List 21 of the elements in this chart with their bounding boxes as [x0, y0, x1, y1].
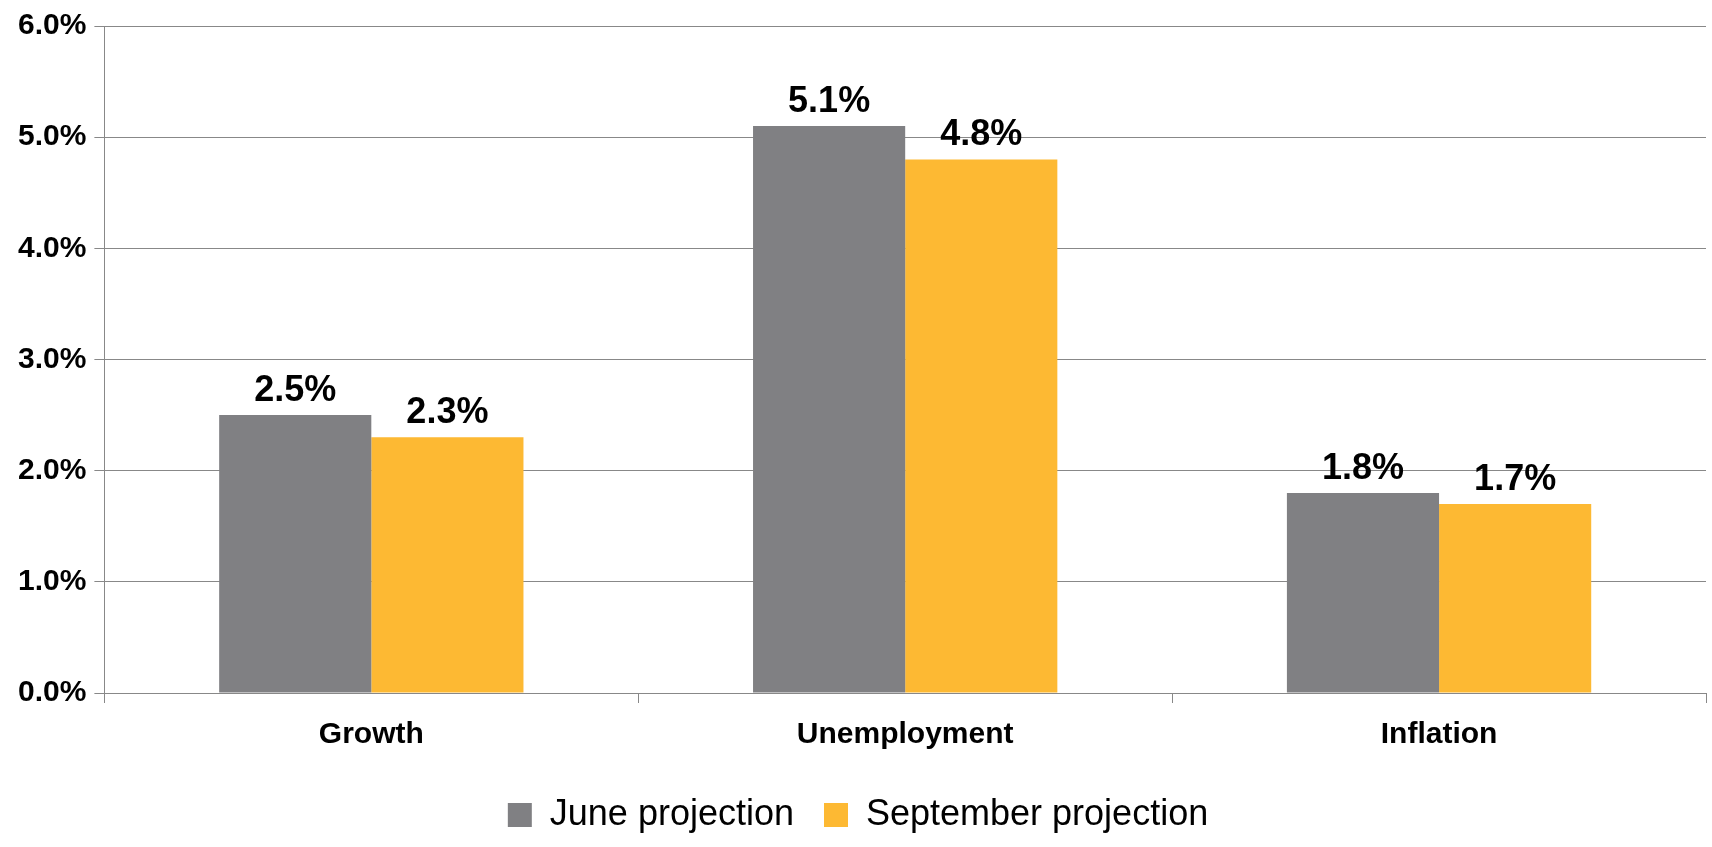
- legend-label: September projection: [865, 791, 1209, 833]
- data-label: 5.1%: [788, 78, 871, 120]
- y-tick-label: 1.0%: [17, 563, 87, 597]
- x-tick-label: Inflation: [1380, 716, 1498, 750]
- y-tick-label: 6.0%: [17, 7, 87, 41]
- legend-label: June projection: [549, 791, 794, 833]
- data-label: 1.7%: [1474, 456, 1557, 498]
- data-label: 2.3%: [406, 390, 489, 432]
- data-label: 2.5%: [254, 368, 337, 410]
- x-tick-label: Growth: [318, 716, 424, 750]
- bar: [371, 437, 524, 693]
- data-label: 1.8%: [1321, 445, 1405, 487]
- y-tick-label: 4.0%: [17, 229, 87, 263]
- y-tick-label: 5.0%: [17, 118, 87, 152]
- y-tick-label: 3.0%: [17, 340, 87, 374]
- bar: [905, 159, 1058, 693]
- y-tick-label: 2.0%: [17, 451, 87, 485]
- y-tick-label: 0.0%: [17, 674, 87, 708]
- data-label: 4.8%: [940, 112, 1023, 154]
- bar: [1439, 504, 1592, 693]
- x-tick-label: Unemployment: [796, 716, 1014, 750]
